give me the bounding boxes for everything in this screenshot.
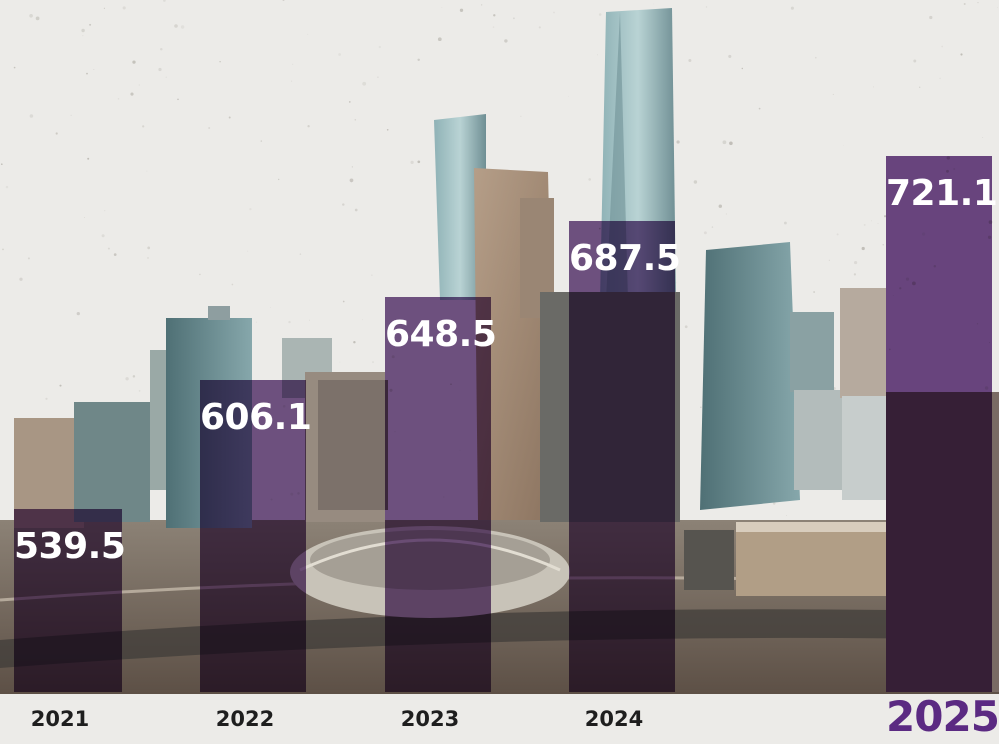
bar-2024 [569,221,675,692]
value-label-2023: 648.5 [385,314,497,356]
bar-2023 [385,297,491,692]
value-label-2024: 687.5 [569,238,681,280]
bar-2025 [886,156,992,692]
year-label-2023: 2023 [400,707,460,731]
year-label-2021: 2021 [30,707,90,731]
value-label-2022: 606.1 [200,396,312,438]
year-label-2024: 2024 [584,707,644,731]
value-label-2025: 721.1 [886,173,998,214]
year-label-2022: 2022 [215,707,275,731]
year-label-2025: 2025 [886,692,999,741]
value-label-2021: 539.5 [14,526,126,567]
bar-2022 [200,379,306,692]
bar-2021 [14,509,122,692]
